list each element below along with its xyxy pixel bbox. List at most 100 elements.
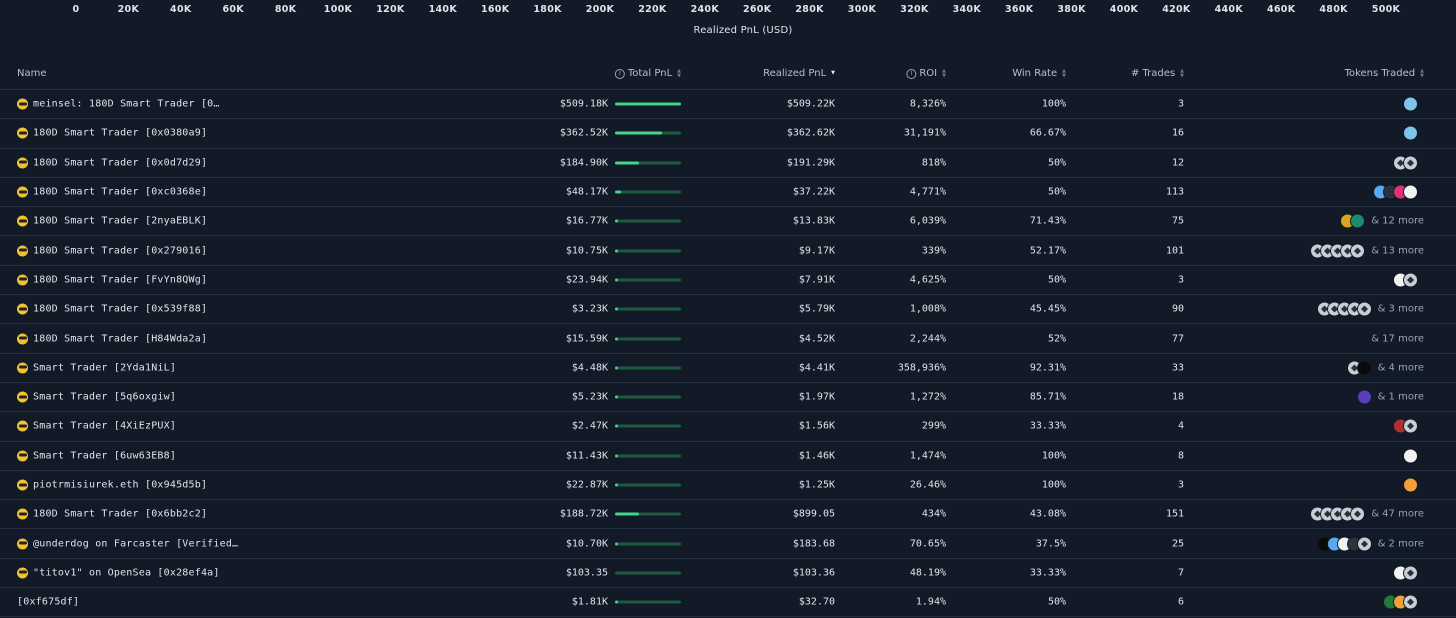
table-row[interactable]: 180D Smart Trader [0x0380a9] $362.52K $3… <box>0 119 1456 149</box>
table-row[interactable]: [0xf675df] $1.81K $32.70 1.94% 50% 6 <box>0 588 1456 618</box>
tokens-traded[interactable] <box>1403 477 1424 493</box>
axis-tick: 160K <box>480 4 510 15</box>
total-pnl-bar <box>615 571 681 575</box>
trader-name-cell[interactable]: 180D Smart Trader [0x0d7d29] <box>17 157 207 169</box>
more-tokens-label[interactable]: & 12 more <box>1371 215 1424 227</box>
token-icon-group <box>1316 301 1372 317</box>
trader-name-cell[interactable]: Smart Trader [2Yda1NiL] <box>17 362 176 374</box>
trader-name-cell[interactable]: piotrmisiurek.eth [0x945d5b] <box>17 479 207 491</box>
more-tokens-label[interactable]: & 47 more <box>1371 508 1424 520</box>
tokens-traded[interactable] <box>1403 96 1424 112</box>
header-roi[interactable]: i ROI ▲ ▼ <box>906 68 946 79</box>
tokens-traded[interactable]: & 47 more <box>1310 506 1424 522</box>
table-row[interactable]: Smart Trader [4XiEzPUX] $2.47K $1.56K 29… <box>0 412 1456 442</box>
tokens-traded[interactable]: & 2 more <box>1316 536 1424 552</box>
token-icon-group <box>1403 96 1418 112</box>
trader-name: Smart Trader [4XiEzPUX] <box>33 420 177 432</box>
tokens-traded[interactable]: & 13 more <box>1310 243 1424 259</box>
trader-name-cell[interactable]: 180D Smart Trader [FvYn8QWg] <box>17 274 207 286</box>
tokens-traded[interactable]: & 1 more <box>1356 389 1424 405</box>
tokens-traded[interactable] <box>1403 125 1424 141</box>
trader-name-cell[interactable]: 180D Smart Trader [2nyaEBLK] <box>17 215 207 227</box>
more-tokens-label[interactable]: & 3 more <box>1377 303 1424 315</box>
trader-name-cell[interactable]: 180D Smart Trader [H84Wda2a] <box>17 333 207 345</box>
tokens-traded[interactable] <box>1393 272 1424 288</box>
tokens-traded[interactable] <box>1403 448 1424 464</box>
table-row[interactable]: 180D Smart Trader [0x539f88] $3.23K $5.7… <box>0 295 1456 325</box>
table-row[interactable]: 180D Smart Trader [0xc0368e] $48.17K $37… <box>0 178 1456 208</box>
trader-name-cell[interactable]: [0xf675df] <box>17 597 79 608</box>
table-row[interactable]: 180D Smart Trader [0x6bb2c2] $188.72K $8… <box>0 500 1456 530</box>
total-pnl-value: $1.81K <box>571 596 608 608</box>
trader-name-cell[interactable]: Smart Trader [5q6oxgiw] <box>17 391 176 403</box>
realized-pnl-value: $1.25K <box>798 479 835 491</box>
more-tokens-label[interactable]: & 17 more <box>1371 333 1424 345</box>
header-name[interactable]: Name <box>17 68 47 79</box>
total-pnl-value: $22.87K <box>565 479 608 491</box>
trades-value: 3 <box>1177 479 1184 491</box>
tokens-traded[interactable] <box>1393 155 1424 171</box>
total-pnl-bar-fill <box>615 102 681 106</box>
trader-name-cell[interactable]: 180D Smart Trader [0xc0368e] <box>17 186 207 198</box>
trader-name-cell[interactable]: Smart Trader [4XiEzPUX] <box>17 420 177 432</box>
more-tokens-label[interactable]: & 2 more <box>1377 538 1424 550</box>
table-row[interactable]: "titov1" on OpenSea [0x28ef4a] $103.35 $… <box>0 559 1456 589</box>
header-total-pnl[interactable]: i Total PnL ▲ ▼ <box>614 68 681 79</box>
diamond-token-icon <box>1403 272 1418 288</box>
total-pnl-bar-fill <box>615 219 618 223</box>
tokens-traded[interactable] <box>1393 565 1424 581</box>
trader-name-cell[interactable]: @underdog on Farcaster [Verified… <box>17 538 238 550</box>
table-row[interactable]: piotrmisiurek.eth [0x945d5b] $22.87K $1.… <box>0 471 1456 501</box>
realized-pnl-value: $1.56K <box>798 420 835 432</box>
header-trades[interactable]: # Trades ▲ ▼ <box>1131 68 1184 79</box>
tokens-traded[interactable] <box>1373 184 1424 200</box>
tokens-traded[interactable] <box>1383 594 1424 610</box>
token-icon-group <box>1403 125 1418 141</box>
smart-money-icon <box>17 245 28 257</box>
token-icon-group <box>1346 360 1372 376</box>
header-realized-pnl[interactable]: Realized PnL ▼ <box>763 68 835 79</box>
smart-money-icon <box>17 215 28 227</box>
trader-table-body: meinsel: 180D Smart Trader [0… $509.18K … <box>0 90 1456 618</box>
axis-tick: 500K <box>1371 4 1401 15</box>
trader-name-cell[interactable]: 180D Smart Trader [0x279016] <box>17 245 207 257</box>
trader-name-cell[interactable]: "titov1" on OpenSea [0x28ef4a] <box>17 567 220 579</box>
token-icon-group <box>1383 594 1418 610</box>
roi-value: 358,936% <box>897 362 946 374</box>
trader-name-cell[interactable]: 180D Smart Trader [0x539f88] <box>17 303 207 315</box>
total-pnl-value: $16.77K <box>565 215 608 227</box>
trader-name-cell[interactable]: meinsel: 180D Smart Trader [0… <box>17 98 220 110</box>
tokens-traded[interactable]: & 3 more <box>1316 301 1424 317</box>
info-icon[interactable]: i <box>906 68 917 79</box>
more-tokens-label[interactable]: & 13 more <box>1371 245 1424 257</box>
table-row[interactable]: Smart Trader [2Yda1NiL] $4.48K $4.41K 35… <box>0 354 1456 383</box>
tokens-traded[interactable]: & 4 more <box>1346 360 1424 376</box>
table-row[interactable]: 180D Smart Trader [0x279016] $10.75K $9.… <box>0 236 1456 266</box>
win-rate-value: 43.08% <box>1029 508 1066 520</box>
info-icon[interactable]: i <box>614 68 625 79</box>
table-row[interactable]: 180D Smart Trader [H84Wda2a] $15.59K $4.… <box>0 324 1456 354</box>
tokens-traded[interactable] <box>1393 418 1424 434</box>
header-tokens[interactable]: Tokens Traded ▲ ▼ <box>1345 68 1424 79</box>
header-win-rate[interactable]: Win Rate ▲ ▼ <box>1012 68 1066 79</box>
tokens-traded[interactable]: & 17 more <box>1365 333 1424 344</box>
total-pnl-bar-fill <box>615 512 640 516</box>
diamond-token-icon <box>1403 418 1418 434</box>
trader-name-cell[interactable]: 180D Smart Trader [0x0380a9] <box>17 127 207 139</box>
trader-name-cell[interactable]: Smart Trader [6uw63EB8] <box>17 450 176 462</box>
table-row[interactable]: Smart Trader [5q6oxgiw] $5.23K $1.97K 1,… <box>0 383 1456 413</box>
smart-money-icon <box>17 391 28 403</box>
total-pnl-bar <box>615 102 681 106</box>
trader-name-cell[interactable]: 180D Smart Trader [0x6bb2c2] <box>17 508 207 520</box>
table-row[interactable]: 180D Smart Trader [0x0d7d29] $184.90K $1… <box>0 149 1456 178</box>
table-row[interactable]: 180D Smart Trader [FvYn8QWg] $23.94K $7.… <box>0 266 1456 296</box>
more-tokens-label[interactable]: & 1 more <box>1377 391 1424 403</box>
trader-name: [0xf675df] <box>17 596 80 608</box>
table-row[interactable]: 180D Smart Trader [2nyaEBLK] $16.77K $13… <box>0 207 1456 237</box>
axis-tick: 140K <box>428 4 457 15</box>
table-row[interactable]: Smart Trader [6uw63EB8] $11.43K $1.46K 1… <box>0 442 1456 471</box>
tokens-traded[interactable]: & 12 more <box>1340 213 1424 229</box>
more-tokens-label[interactable]: & 4 more <box>1377 362 1424 374</box>
table-row[interactable]: @underdog on Farcaster [Verified… $10.70… <box>0 529 1456 559</box>
table-row[interactable]: meinsel: 180D Smart Trader [0… $509.18K … <box>0 90 1456 120</box>
